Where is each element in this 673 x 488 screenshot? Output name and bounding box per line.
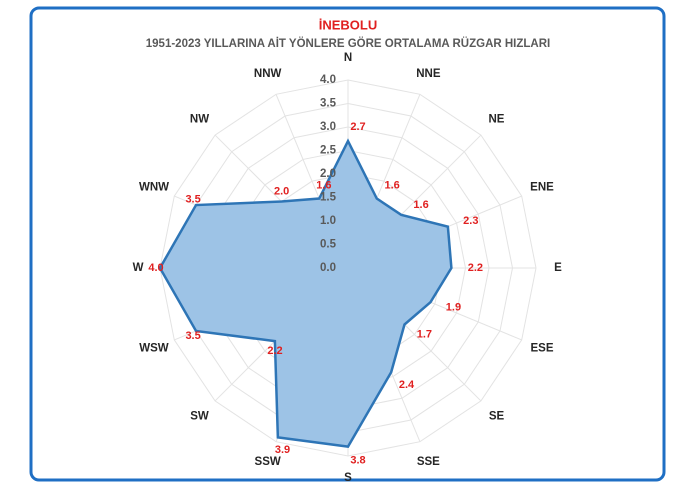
- category-label: WNW: [139, 182, 169, 194]
- value-label: 2.3: [463, 215, 478, 227]
- r-tick-label: 1.5: [320, 192, 337, 204]
- category-label: ENE: [530, 182, 554, 194]
- value-label: 1.6: [384, 179, 399, 191]
- category-label: WSW: [139, 342, 169, 354]
- radar-area: [158, 138, 453, 448]
- category-label: SW: [190, 411, 209, 423]
- category-label: SSW: [255, 456, 281, 468]
- chart-subtitle: 1951-2023 YILLARINA AİT YÖNLERE GÖRE ORT…: [146, 37, 550, 50]
- category-label: NNW: [254, 68, 282, 80]
- r-tick-label: 1.0: [320, 215, 336, 227]
- r-tick-label: 4.0: [320, 74, 336, 86]
- value-label: 1.6: [316, 179, 331, 191]
- category-label: SSE: [417, 456, 440, 468]
- value-label: 1.7: [417, 328, 432, 340]
- category-label: NE: [489, 114, 505, 126]
- category-label: SE: [489, 411, 505, 423]
- category-label: W: [133, 262, 144, 274]
- value-label: 2.0: [274, 186, 289, 198]
- r-tick-label: 3.0: [320, 121, 336, 133]
- value-label: 2.7: [350, 121, 365, 133]
- value-label: 3.5: [185, 194, 200, 206]
- chart-title: İNEBOLU: [319, 17, 378, 32]
- value-label: 2.2: [468, 262, 483, 274]
- r-tick-label: 0.5: [320, 239, 337, 251]
- category-label: NW: [190, 114, 209, 126]
- category-label: S: [344, 472, 352, 483]
- r-tick-label: 2.0: [320, 168, 336, 180]
- value-label: 4.0: [148, 262, 163, 274]
- value-label: 2.4: [399, 379, 415, 391]
- r-tick-label: 3.5: [320, 98, 337, 110]
- r-tick-label: 0.0: [320, 262, 336, 274]
- value-label: 2.2: [267, 345, 282, 357]
- value-label: 3.5: [185, 330, 200, 342]
- value-label: 1.6: [413, 199, 428, 211]
- value-label: 1.9: [446, 301, 461, 313]
- category-label: NNE: [416, 68, 441, 80]
- category-label: N: [344, 52, 352, 64]
- value-label: 3.9: [275, 444, 290, 456]
- category-label: E: [554, 262, 562, 274]
- r-tick-label: 2.5: [320, 145, 337, 157]
- value-label: 3.8: [350, 455, 365, 467]
- category-label: ESE: [531, 342, 554, 354]
